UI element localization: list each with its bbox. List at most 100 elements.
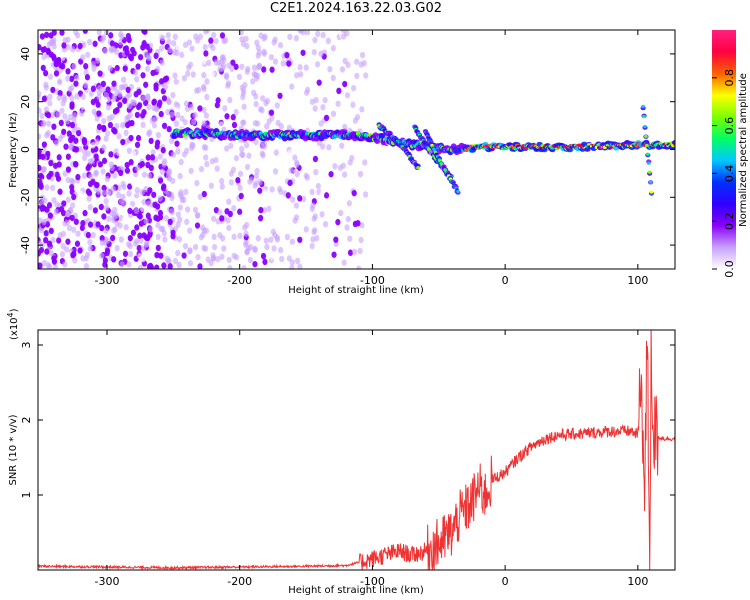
heatmap-cell [107, 65, 113, 72]
heatmap-cell [127, 250, 134, 258]
heatmap-cell [110, 45, 116, 53]
heatmap-cell [278, 246, 284, 254]
heatmap-cell [107, 189, 113, 196]
heatmap-cell [341, 171, 348, 178]
heatmap-cell [217, 209, 223, 216]
heatmap-cell [140, 72, 146, 79]
heatmap-cell [341, 259, 347, 266]
heatmap-cell [227, 96, 233, 104]
heatmap-cell [144, 146, 150, 153]
heatmap-cell [135, 134, 142, 142]
heatmap-cell [170, 229, 176, 237]
heatmap-cell [39, 112, 45, 120]
heatmap-cell [155, 215, 161, 222]
heatmap-cell [70, 170, 76, 178]
heatmap-cell [97, 70, 103, 77]
heatmap-cell [92, 207, 98, 214]
heatmap-cell [247, 256, 253, 264]
heatmap-cell [226, 198, 232, 205]
heatmap-cell [122, 250, 129, 257]
heatmap-cell [53, 208, 59, 216]
heatmap-cell [277, 92, 283, 99]
heatmap-cell [279, 255, 285, 263]
heatmap-cell [100, 168, 106, 175]
heatmap-cell [114, 244, 120, 252]
heatmap-cell [228, 150, 235, 158]
heatmap-cell [120, 122, 126, 129]
heatmap-cell [112, 172, 118, 179]
heatmap-cell [239, 63, 245, 70]
heatmap-cell [38, 208, 41, 215]
heatmap-cell [259, 150, 265, 157]
heatmap-cell [44, 184, 50, 191]
heatmap-cell [258, 32, 264, 39]
heatmap-cell [121, 183, 127, 191]
heatmap-cell [71, 154, 78, 161]
heatmap-cell [350, 101, 356, 108]
heatmap-cell [219, 215, 225, 222]
heatmap-cell [315, 30, 321, 38]
heatmap-cell [177, 172, 183, 180]
heatmap-cell [65, 75, 71, 82]
heatmap-cell [312, 36, 318, 44]
heatmap-cell [101, 34, 107, 41]
heatmap-cell [209, 157, 215, 165]
heatmap-cell [203, 50, 209, 57]
heatmap-cell [85, 188, 91, 195]
heatmap-cell [79, 36, 85, 44]
heatmap-cell [274, 234, 280, 241]
heatmap-cell [263, 99, 269, 107]
heatmap-cell [73, 80, 79, 87]
heatmap-cell [124, 121, 131, 129]
heatmap-cell [48, 39, 54, 47]
heatmap-cell [66, 130, 72, 137]
heatmap-cell [175, 211, 181, 218]
heatmap-cell [169, 194, 175, 202]
heatmap-cell [169, 137, 175, 145]
heatmap-cell [84, 74, 91, 81]
heatmap-cell [90, 85, 96, 92]
heatmap-cell [206, 59, 212, 67]
heatmap-cell [78, 110, 85, 117]
heatmap-cell [345, 215, 351, 223]
colorbar-tick-label: 0.8 [723, 69, 736, 87]
heatmap-cell [136, 244, 142, 252]
heatmap-cell [140, 95, 147, 102]
heatmap-cell [135, 63, 141, 70]
heatmap-cell [118, 236, 124, 243]
heatmap-cell [57, 188, 63, 195]
heatmap-cell [55, 111, 61, 118]
heatmap-cell [47, 99, 53, 107]
heatmap-cell [166, 38, 172, 46]
heatmap-cell [167, 218, 173, 226]
heatmap-cell [163, 215, 170, 222]
heatmap-cell [78, 190, 84, 197]
heatmap-cell [141, 171, 148, 178]
heatmap-cell [106, 215, 112, 223]
heatmap-cell [202, 44, 208, 51]
heatmap-cell [165, 190, 171, 197]
heatmap-cell [648, 180, 653, 184]
heatmap-cell [253, 93, 259, 100]
heatmap-cell [140, 44, 146, 51]
heatmap-cell [185, 70, 191, 77]
heatmap-cell [194, 212, 201, 219]
heatmap-cell [74, 93, 80, 100]
heatmap-cell [335, 100, 341, 107]
heatmap-cell [56, 154, 62, 161]
heatmap-cell [203, 144, 209, 151]
x-tick-label: -200 [227, 274, 252, 287]
heatmap-cell [294, 170, 300, 178]
heatmap-cell [40, 120, 47, 128]
heatmap-cell [155, 244, 161, 252]
heatmap-cell [121, 200, 127, 207]
heatmap-cell [214, 101, 220, 109]
heatmap-cell [203, 30, 209, 35]
heatmap-cell [160, 147, 166, 154]
heatmap-cell [126, 190, 132, 197]
heatmap-cell [146, 172, 152, 179]
heatmap-cell [266, 205, 272, 213]
heatmap-cell [134, 238, 140, 245]
heatmap-cell [349, 154, 355, 162]
heatmap-cell [137, 264, 144, 269]
